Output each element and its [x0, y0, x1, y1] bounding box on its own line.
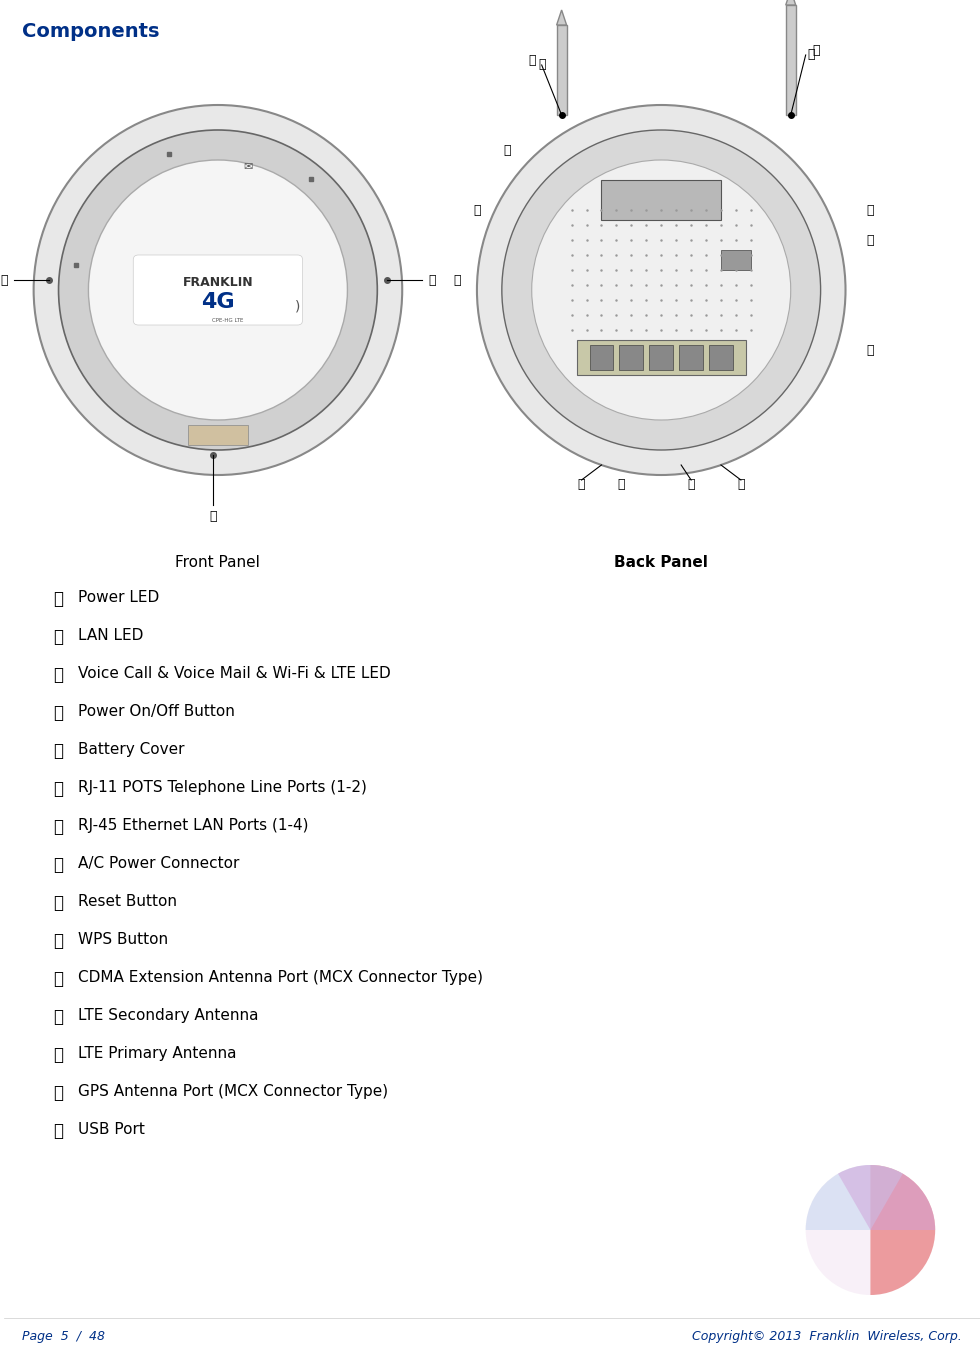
Wedge shape	[806, 1164, 903, 1229]
Circle shape	[33, 106, 402, 475]
Text: WPS Button: WPS Button	[78, 932, 169, 946]
Text: ⓔ: ⓔ	[687, 478, 695, 492]
Text: ⓗ: ⓗ	[866, 344, 874, 356]
Text: 4G: 4G	[201, 292, 235, 311]
Text: ⓗ: ⓗ	[54, 856, 64, 873]
Text: ⓖ: ⓖ	[737, 478, 745, 492]
Text: CDMA Extension Antenna Port (MCX Connector Type): CDMA Extension Antenna Port (MCX Connect…	[78, 969, 483, 984]
Circle shape	[502, 130, 820, 450]
Text: Copyright© 2013  Franklin  Wireless, Corp.: Copyright© 2013 Franklin Wireless, Corp.	[692, 1330, 962, 1343]
Polygon shape	[557, 9, 566, 24]
Text: FRANKLIN: FRANKLIN	[182, 275, 253, 288]
Bar	[619, 345, 643, 370]
Text: ⓙ: ⓙ	[54, 932, 64, 951]
Text: ⓐ: ⓐ	[209, 510, 217, 524]
Text: ⓖ: ⓖ	[54, 818, 64, 835]
Text: ⓞ: ⓞ	[866, 233, 874, 246]
Text: ⓑ: ⓑ	[0, 274, 8, 287]
Text: ⓒ: ⓒ	[54, 666, 64, 684]
Text: ✉: ✉	[243, 162, 253, 172]
Circle shape	[88, 160, 348, 420]
Text: ⓛ: ⓛ	[538, 58, 546, 72]
Text: ⓚ: ⓚ	[503, 144, 511, 157]
Text: Voice Call & Voice Mail & Wi-Fi & LTE LED: Voice Call & Voice Mail & Wi-Fi & LTE LE…	[78, 666, 391, 681]
Text: ⓝ: ⓝ	[54, 1085, 64, 1102]
Text: ⓞ: ⓞ	[54, 1122, 64, 1140]
Text: RJ-45 Ethernet LAN Ports (1-4): RJ-45 Ethernet LAN Ports (1-4)	[78, 818, 309, 833]
FancyBboxPatch shape	[133, 255, 303, 325]
Bar	[679, 345, 703, 370]
Circle shape	[806, 1164, 935, 1294]
Text: ⓓ: ⓓ	[54, 704, 64, 722]
Text: LTE Secondary Antenna: LTE Secondary Antenna	[78, 1007, 259, 1024]
Text: Back Panel: Back Panel	[614, 555, 709, 570]
Bar	[557, 24, 566, 115]
Bar	[188, 425, 248, 445]
Bar	[710, 345, 733, 370]
Text: ⓑ: ⓑ	[54, 628, 64, 646]
Text: ⓜ: ⓜ	[811, 43, 819, 57]
Text: GPS Antenna Port (MCX Connector Type): GPS Antenna Port (MCX Connector Type)	[78, 1085, 389, 1099]
Text: ⓛ: ⓛ	[528, 54, 535, 66]
Text: ⓕ: ⓕ	[54, 780, 64, 798]
Text: ⓛ: ⓛ	[54, 1007, 64, 1026]
Text: USB Port: USB Port	[78, 1122, 145, 1137]
Text: ⓒ: ⓒ	[428, 274, 436, 287]
Text: Front Panel: Front Panel	[175, 555, 261, 570]
Circle shape	[477, 106, 846, 475]
Text: A/C Power Connector: A/C Power Connector	[78, 856, 240, 871]
Text: ⓚ: ⓚ	[54, 969, 64, 988]
Text: ⓙ: ⓙ	[473, 203, 480, 217]
Text: Battery Cover: Battery Cover	[78, 742, 185, 757]
Text: LTE Primary Antenna: LTE Primary Antenna	[78, 1047, 237, 1062]
Circle shape	[532, 160, 791, 420]
Text: LAN LED: LAN LED	[78, 628, 144, 643]
Text: ⓜ: ⓜ	[807, 49, 814, 61]
Text: ⓜ: ⓜ	[54, 1047, 64, 1064]
Text: ): )	[295, 299, 300, 313]
Bar	[602, 180, 721, 219]
Text: ⓔ: ⓔ	[54, 742, 64, 760]
Text: CPE-HG LTE: CPE-HG LTE	[213, 317, 244, 322]
Bar	[786, 5, 796, 115]
Wedge shape	[870, 1164, 935, 1294]
Bar	[650, 345, 673, 370]
Text: RJ-11 POTS Telephone Line Ports (1-2): RJ-11 POTS Telephone Line Ports (1-2)	[78, 780, 368, 795]
Text: Components: Components	[22, 22, 159, 41]
Text: Page  5  /  48: Page 5 / 48	[22, 1330, 105, 1343]
Wedge shape	[838, 1164, 935, 1229]
Polygon shape	[786, 0, 796, 5]
Text: Reset Button: Reset Button	[78, 894, 177, 909]
Text: Power On/Off Button: Power On/Off Button	[78, 704, 235, 719]
Text: ⓐ: ⓐ	[54, 590, 64, 608]
Text: ⓝ: ⓝ	[866, 203, 874, 217]
Text: ⓘ: ⓘ	[454, 274, 461, 287]
Text: Power LED: Power LED	[78, 590, 160, 605]
Text: ⓘ: ⓘ	[54, 894, 64, 913]
Text: ⓕ: ⓕ	[617, 478, 625, 492]
Bar	[590, 345, 613, 370]
Circle shape	[59, 130, 377, 450]
Text: ⓓ: ⓓ	[578, 478, 585, 492]
Bar	[721, 250, 751, 269]
Bar	[576, 340, 746, 375]
